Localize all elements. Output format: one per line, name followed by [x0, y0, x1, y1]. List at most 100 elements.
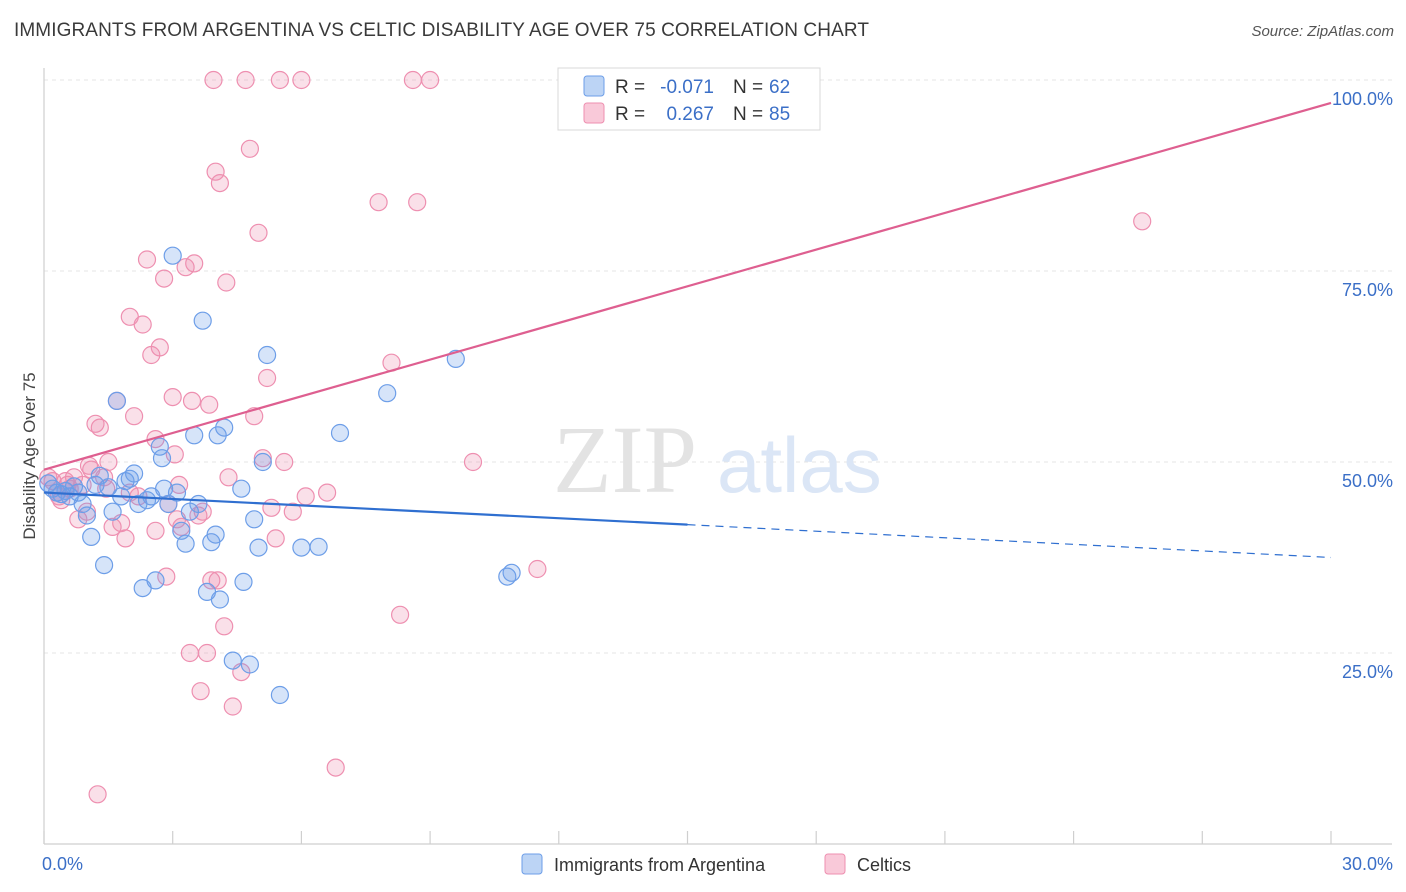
- data-point-argentina-44: [223, 651, 242, 670]
- data-point-argentina-42: [210, 590, 229, 609]
- legend-n-value-argentina: 62: [769, 77, 790, 98]
- legend-swatch-argentina: [583, 75, 605, 97]
- data-point-celtics-64: [318, 483, 337, 502]
- bottom-legend-swatch-celtics: [824, 853, 846, 875]
- data-point-argentina-25: [146, 571, 165, 590]
- watermark-atlas: atlas: [717, 421, 882, 509]
- data-point-argentina-10: [82, 527, 101, 547]
- watermark: ZIP atlas: [553, 406, 882, 513]
- data-point-celtics-41: [197, 643, 217, 663]
- data-point-celtics-73: [528, 559, 547, 579]
- legend-r-value-celtics: 0.267: [666, 104, 714, 125]
- trend-line-argentina: [43, 491, 688, 526]
- data-point-argentina-51: [258, 345, 277, 365]
- data-point-celtics-18: [116, 529, 135, 548]
- data-point-celtics-56: [253, 449, 272, 468]
- data-point-argentina-27: [152, 449, 172, 468]
- data-point-celtics-49: [217, 273, 236, 292]
- data-point-celtics-60: [275, 452, 294, 472]
- data-point-celtics-72: [463, 452, 483, 472]
- series-celtics-points: [39, 70, 1152, 804]
- y-tick-label-75: 75.0%: [1342, 280, 1393, 300]
- data-point-argentina-20: [125, 464, 144, 483]
- data-point-celtics-33: [172, 517, 191, 537]
- legend-r-label-argentina: R =: [615, 77, 645, 98]
- legend-box: R = -0.071 N = 62 R = 0.267 N = 85: [557, 67, 821, 131]
- y-axis-label: Disability Age Over 75: [20, 372, 39, 539]
- data-point-celtics-14: [99, 452, 118, 472]
- trend-line-celtics: [43, 101, 1332, 471]
- data-point-argentina-52: [270, 685, 289, 705]
- trend-line-argentina-extension: [687, 524, 1332, 559]
- data-point-celtics-69: [403, 70, 422, 90]
- data-point-celtics-58: [266, 529, 285, 548]
- x-tick-label-min: 0.0%: [42, 854, 83, 874]
- y-tick-label-25: 25.0%: [1342, 662, 1393, 682]
- data-point-celtics-30: [163, 388, 182, 407]
- data-point-argentina-56: [378, 384, 397, 403]
- data-point-celtics-25: [146, 521, 165, 540]
- source-credit: Source: ZipAtlas.com: [1251, 23, 1394, 40]
- data-point-argentina-54: [309, 537, 328, 556]
- data-point-argentina-31: [167, 483, 187, 502]
- data-point-argentina-26: [150, 437, 169, 456]
- data-point-argentina-43: [215, 418, 234, 437]
- data-point-argentina-15: [103, 502, 122, 521]
- data-point-celtics-36: [182, 391, 202, 410]
- data-point-celtics-66: [369, 193, 388, 212]
- data-point-celtics-75: [88, 785, 107, 804]
- data-point-celtics-20: [125, 407, 144, 426]
- data-point-celtics-63: [296, 487, 315, 506]
- data-point-celtics-35: [180, 643, 199, 663]
- trend-lines: [43, 101, 1332, 559]
- data-point-celtics-39: [191, 682, 210, 701]
- legend-r-label-celtics: R =: [615, 104, 645, 125]
- data-point-celtics-27: [155, 269, 174, 288]
- data-point-celtics-15: [103, 517, 122, 537]
- bottom-legend-label-argentina: Immigrants from Argentina: [554, 855, 766, 875]
- data-point-celtics-83: [219, 468, 238, 487]
- data-point-celtics-50: [223, 697, 242, 716]
- data-point-argentina-7: [69, 483, 88, 502]
- chart-title: IMMIGRANTS FROM ARGENTINA VS CELTIC DISA…: [14, 20, 870, 41]
- data-point-argentina-47: [240, 655, 259, 674]
- data-point-celtics-52: [236, 70, 255, 90]
- watermark-zip: ZIP: [553, 406, 697, 513]
- data-point-celtics-71: [421, 70, 440, 90]
- data-point-celtics-44: [204, 70, 223, 90]
- data-point-celtics-57: [258, 368, 277, 388]
- data-point-argentina-53: [292, 538, 311, 557]
- y-tick-label-100: 100.0%: [1332, 89, 1393, 109]
- data-point-argentina-30: [163, 246, 182, 265]
- data-point-argentina-36: [189, 494, 208, 514]
- data-point-celtics-59: [270, 70, 289, 90]
- data-point-celtics-28: [157, 567, 176, 586]
- data-point-argentina-45: [232, 479, 251, 498]
- data-point-argentina-46: [234, 572, 253, 592]
- data-point-argentina-33: [176, 534, 195, 553]
- bottom-legend-label-celtics: Celtics: [857, 855, 911, 875]
- data-point-argentina-9: [77, 506, 97, 525]
- data-point-argentina-55: [330, 423, 350, 443]
- data-point-celtics-34: [176, 258, 195, 277]
- data-point-celtics-42: [200, 395, 219, 414]
- data-point-celtics-74: [1133, 212, 1152, 231]
- data-point-celtics-45: [206, 162, 225, 181]
- data-point-celtics-68: [391, 605, 410, 624]
- legend-n-label-argentina: N =: [733, 77, 763, 98]
- y-tick-label-50: 50.0%: [1342, 471, 1393, 491]
- axes: [43, 68, 1392, 845]
- data-point-celtics-43: [202, 571, 221, 590]
- data-point-celtics-23: [137, 250, 157, 269]
- data-point-celtics-84: [262, 498, 281, 517]
- data-point-celtics-48: [215, 617, 234, 636]
- data-point-argentina-37: [193, 311, 212, 330]
- data-point-argentina-48: [245, 510, 264, 529]
- data-point-celtics-65: [326, 758, 345, 777]
- data-point-celtics-47: [210, 174, 229, 193]
- legend-n-value-celtics: 85: [769, 104, 790, 125]
- data-point-argentina-13: [94, 555, 114, 575]
- data-point-celtics-12: [90, 418, 109, 437]
- data-point-argentina-40: [206, 525, 225, 544]
